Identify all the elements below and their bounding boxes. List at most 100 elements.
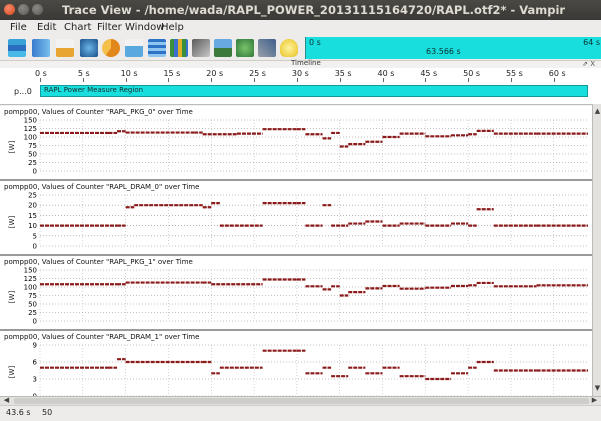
y-tick-label: 25: [28, 192, 37, 200]
time-tick-label: 10 s: [120, 69, 138, 78]
io-summary-icon[interactable]: [170, 39, 188, 57]
counter-unit-label: [W]: [8, 140, 17, 153]
region-bar[interactable]: RAPL Power Measure Region: [40, 85, 588, 97]
time-tick-mark: [211, 78, 213, 82]
performance-radar-icon[interactable]: [80, 39, 98, 57]
scroll-left-icon[interactable]: ◀: [3, 396, 10, 404]
y-tick-label: 50: [28, 301, 37, 309]
y-tick-label: 6: [33, 359, 38, 367]
message-summary-icon[interactable]: [125, 39, 143, 57]
time-tick-mark: [468, 78, 470, 82]
time-tick-mark: [425, 78, 427, 82]
status-time: 43.6 s: [6, 408, 31, 417]
overview-mid-label: 63.566 s: [426, 47, 461, 56]
scroll-down-icon[interactable]: ▼: [594, 384, 601, 392]
horizontal-scroll-thumb[interactable]: [14, 398, 589, 404]
time-tick-label: 30 s: [291, 69, 309, 78]
time-tick-label: 55 s: [505, 69, 523, 78]
counter-panel[interactable]: 9630pompp00, Values of Counter "RAPL_DRA…: [0, 331, 592, 406]
counter-timeline-icon[interactable]: [56, 39, 74, 57]
function-summary-icon[interactable]: [102, 39, 120, 57]
call-tree-icon[interactable]: [192, 39, 210, 57]
close-window-button[interactable]: [4, 4, 15, 15]
region-label: RAPL Power Measure Region: [44, 86, 144, 94]
time-tick-label: 45 s: [420, 69, 438, 78]
time-tick-label: 60 s: [548, 69, 566, 78]
y-tick-label: 100: [24, 284, 37, 292]
function-legend-icon[interactable]: [214, 39, 232, 57]
y-tick-label: 10: [28, 222, 37, 230]
master-timeline: p...0 RAPL Power Measure Region: [0, 82, 601, 105]
counter-unit-label: [W]: [8, 290, 17, 303]
counter-chart: 25 20 15 10 5 0: [28, 192, 588, 251]
menu-edit[interactable]: Edit: [37, 22, 57, 33]
menu-file[interactable]: File: [10, 22, 27, 33]
counter-panel[interactable]: 25 20 15 10 5 0 pompp00, Values of Counter "RA…: [0, 181, 592, 256]
y-tick-label: 75: [28, 292, 37, 300]
marker-view-icon[interactable]: [258, 39, 276, 57]
zoom-overview-bar[interactable]: 0 s 63.566 s 64 s: [305, 37, 601, 59]
window-title: Trace View - /home/wada/RAPL_POWER_20131…: [62, 3, 566, 17]
y-tick-label: 0: [33, 168, 37, 176]
window-titlebar: Trace View - /home/wada/RAPL_POWER_20131…: [0, 0, 601, 20]
counter-panel[interactable]: 150 125 100 75 50 25 0 pompp00, Values of Count…: [0, 256, 592, 331]
timeline-header: Timeline: [0, 59, 601, 68]
timeline-title: Timeline: [291, 59, 321, 67]
y-tick-label: 150: [24, 117, 37, 125]
y-tick-label: 3: [33, 376, 37, 384]
y-tick-label: 25: [28, 309, 37, 317]
master-timeline-icon[interactable]: [8, 39, 26, 57]
scroll-right-icon[interactable]: ▶: [591, 396, 598, 404]
counter-panel-title: pompp00, Values of Counter "RAPL_PKG_0" …: [4, 108, 193, 116]
menu-window[interactable]: Window: [125, 22, 165, 33]
y-tick-label: 75: [28, 142, 37, 150]
scroll-up-icon[interactable]: ▲: [594, 107, 601, 115]
overview-end-label: 64 s: [583, 38, 600, 47]
time-tick-label: 40 s: [377, 69, 395, 78]
time-tick-mark: [168, 78, 170, 82]
process-label: p...0: [14, 87, 32, 96]
process-timeline-icon[interactable]: [32, 39, 50, 57]
time-tick-label: 20 s: [206, 69, 224, 78]
counter-panel[interactable]: 150 125 100 75 50 25 0 pompp00, Values of Count…: [0, 106, 592, 181]
y-tick-label: 50: [28, 151, 37, 159]
minimize-window-button[interactable]: [18, 4, 29, 15]
filter-hint-icon[interactable]: [280, 39, 298, 57]
maximize-window-button[interactable]: [32, 4, 43, 15]
counter-panel-title: pompp00, Values of Counter "RAPL_DRAM_1"…: [4, 333, 200, 341]
time-tick-label: 0 s: [35, 69, 47, 78]
y-tick-label: 15: [28, 212, 37, 220]
counter-unit-label: [W]: [8, 215, 17, 228]
context-view-icon[interactable]: [236, 39, 254, 57]
time-tick-mark: [339, 78, 341, 82]
y-tick-label: 0: [33, 243, 37, 251]
vertical-scrollbar[interactable]: ▲ ▼: [592, 104, 601, 396]
menu-help[interactable]: Help: [161, 22, 184, 33]
menu-chart[interactable]: Chart: [64, 22, 92, 33]
y-tick-label: 125: [24, 275, 37, 283]
y-tick-label: 100: [24, 134, 37, 142]
counter-panel-title: pompp00, Values of Counter "RAPL_PKG_1" …: [4, 258, 193, 266]
time-axis: 0 s 5 s 10 s 15 s 20 s 25 s 30 s 35 s 40 s 45 s 50…: [0, 68, 601, 83]
time-tick-mark: [296, 78, 298, 82]
status-zoom: 50: [42, 408, 53, 417]
horizontal-scrollbar[interactable]: ◀ ▶: [0, 396, 601, 406]
time-tick-mark: [125, 78, 127, 82]
counter-chart: 9630: [33, 342, 588, 401]
time-tick-mark: [382, 78, 384, 82]
time-tick-mark: [82, 78, 84, 82]
y-tick-label: 125: [24, 125, 37, 133]
menu-filter[interactable]: Filter: [97, 22, 122, 33]
time-tick-label: 25 s: [249, 69, 266, 78]
status-bar: 43.6 s 50: [0, 405, 601, 421]
communication-matrix-icon[interactable]: [148, 39, 166, 57]
y-tick-label: 25: [28, 159, 37, 167]
counter-panel-title: pompp00, Values of Counter "RAPL_DRAM_0"…: [4, 183, 200, 191]
counter-unit-label: [W]: [8, 365, 17, 378]
undock-icon[interactable]: ⇗ X: [582, 60, 595, 68]
time-tick-mark: [40, 78, 41, 82]
y-tick-label: 9: [33, 342, 37, 350]
time-tick-mark: [254, 78, 256, 82]
